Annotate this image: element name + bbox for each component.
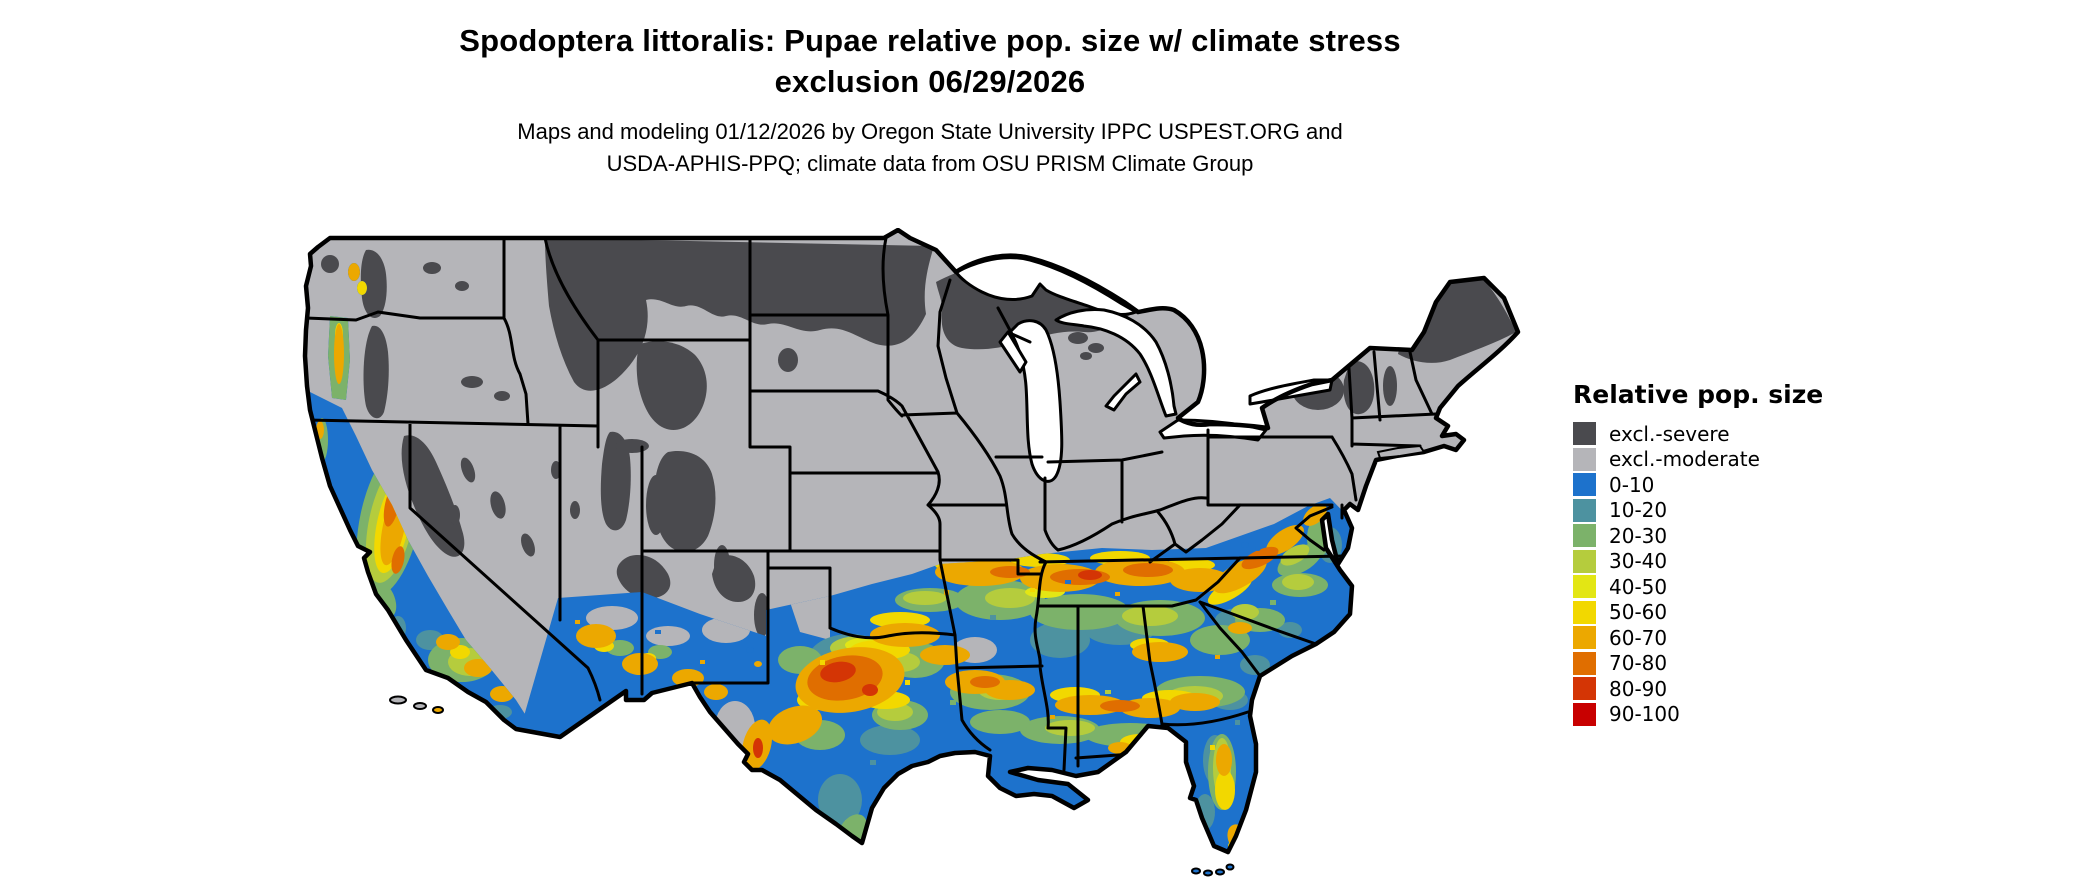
legend-item: excl.-moderate bbox=[1573, 447, 1823, 471]
legend-swatch bbox=[1573, 575, 1596, 598]
zone-orange bbox=[316, 263, 1327, 852]
legend-label: excl.-severe bbox=[1609, 421, 1730, 446]
legend-label: 30-40 bbox=[1609, 549, 1668, 573]
map-land-layers bbox=[295, 228, 1545, 877]
us-map-svg bbox=[295, 228, 1545, 877]
channel-island bbox=[432, 706, 444, 714]
legend-item: 80-90 bbox=[1573, 676, 1823, 701]
florida-key bbox=[1203, 869, 1213, 877]
legend-label: excl.-moderate bbox=[1609, 447, 1760, 471]
legend-item: 0-10 bbox=[1573, 472, 1823, 497]
legend-item: 90-100 bbox=[1573, 702, 1823, 726]
legend-item: 20-30 bbox=[1573, 523, 1823, 548]
legend-swatch bbox=[1573, 651, 1596, 675]
saginaw-bay bbox=[1104, 372, 1142, 412]
subtitle-line-2: USDA-APHIS-PPQ; climate data from OSU PR… bbox=[606, 151, 1254, 176]
legend-swatch bbox=[1573, 473, 1596, 496]
legend-label: 80-90 bbox=[1609, 676, 1668, 701]
legend-item: 50-60 bbox=[1573, 600, 1823, 624]
legend-swatch bbox=[1573, 626, 1596, 649]
legend: Relative pop. size excl.-severe excl.-mod… bbox=[1573, 380, 1823, 728]
legend-items: excl.-severe excl.-moderate 0-10 10-20 20-30… bbox=[1573, 422, 1823, 726]
page-title: Spodoptera littoralis: Pupae relative po… bbox=[0, 0, 1860, 102]
legend-item: 70-80 bbox=[1573, 651, 1823, 675]
legend-swatch bbox=[1573, 600, 1596, 624]
legend-swatch bbox=[1573, 498, 1596, 522]
florida-key bbox=[1191, 867, 1201, 875]
legend-label: 20-30 bbox=[1609, 523, 1668, 548]
legend-item: 30-40 bbox=[1573, 549, 1823, 573]
legend-label: 70-80 bbox=[1609, 651, 1668, 675]
legend-item: 60-70 bbox=[1573, 625, 1823, 650]
legend-title: Relative pop. size bbox=[1573, 380, 1824, 409]
title-line-1: Spodoptera littoralis: Pupae relative po… bbox=[459, 23, 1401, 58]
outlier-specks bbox=[746, 542, 1261, 667]
legend-swatch bbox=[1573, 702, 1596, 726]
florida-key bbox=[1225, 863, 1235, 871]
lake-huron bbox=[1054, 308, 1178, 418]
subtitle: Maps and modeling 01/12/2026 by Oregon S… bbox=[0, 116, 1860, 180]
legend-label: 10-20 bbox=[1609, 498, 1668, 522]
legend-item: 10-20 bbox=[1573, 498, 1823, 522]
legend-label: 40-50 bbox=[1609, 574, 1668, 599]
channel-island bbox=[389, 695, 407, 705]
us-map bbox=[295, 228, 1545, 888]
legend-swatch bbox=[1573, 524, 1596, 547]
legend-swatch bbox=[1573, 549, 1596, 573]
title-line-2: exclusion 06/29/2026 bbox=[774, 64, 1086, 99]
legend-swatch bbox=[1573, 447, 1596, 471]
legend-swatch bbox=[1573, 677, 1596, 700]
legend-label: 60-70 bbox=[1609, 625, 1668, 650]
state-borders bbox=[305, 236, 1438, 772]
zone-red bbox=[753, 570, 1102, 758]
legend-label: 0-10 bbox=[1609, 472, 1655, 497]
excl-severe-regions bbox=[321, 238, 1516, 637]
channel-island bbox=[413, 702, 427, 710]
legend-label: 50-60 bbox=[1609, 600, 1668, 624]
raster-speckles bbox=[575, 580, 1276, 825]
subtitle-line-1: Maps and modeling 01/12/2026 by Oregon S… bbox=[517, 119, 1343, 144]
header: Spodoptera littoralis: Pupae relative po… bbox=[0, 0, 1860, 180]
islands bbox=[389, 444, 1426, 877]
long-island bbox=[1376, 444, 1426, 460]
green-bay bbox=[998, 330, 1028, 374]
legend-swatch bbox=[1573, 422, 1596, 445]
legend-label: 90-100 bbox=[1609, 702, 1680, 726]
legend-item: excl.-severe bbox=[1573, 421, 1823, 446]
legend-item: 40-50 bbox=[1573, 574, 1823, 599]
florida-key bbox=[1215, 868, 1225, 876]
